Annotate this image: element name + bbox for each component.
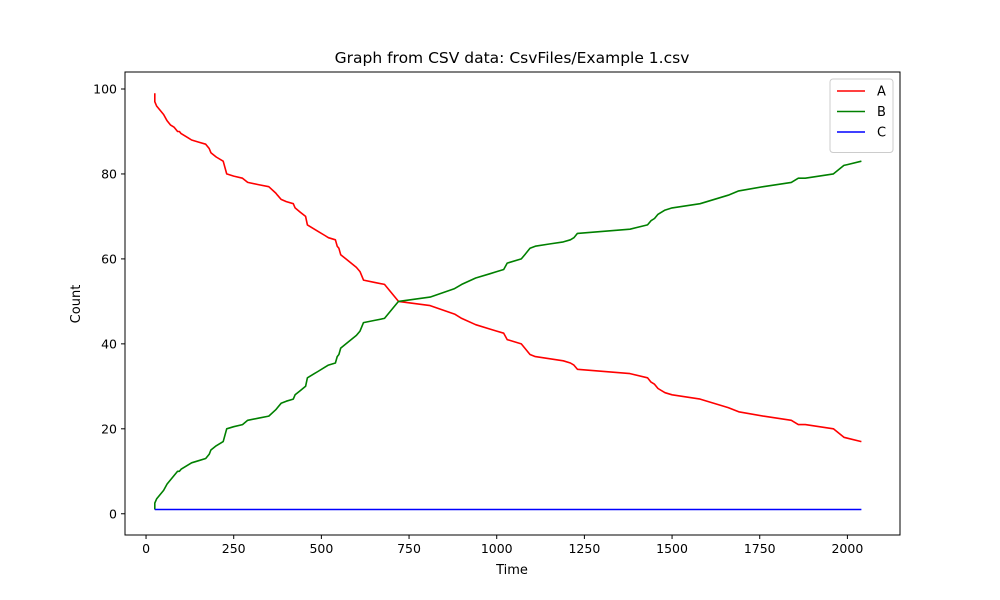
legend-label-b: B (877, 105, 886, 120)
x-tick-label: 1000 (481, 541, 513, 556)
x-tick-label: 1750 (744, 541, 776, 556)
series-line-a (154, 93, 862, 443)
y-tick-label: 40 (101, 336, 117, 351)
legend: ABC (829, 78, 894, 153)
y-tick-label: 0 (109, 506, 117, 521)
x-tick-label: 250 (222, 541, 246, 556)
x-tick-label: 750 (397, 541, 421, 556)
x-axis: 0 250 500 750 1000 1250 1500 1750 2000 (142, 535, 863, 556)
x-tick-label: 1250 (568, 541, 600, 556)
x-tick-label: 1500 (656, 541, 688, 556)
y-tick-label: 60 (101, 251, 117, 266)
y-axis-label: Count (69, 285, 84, 324)
y-tick-label: 20 (101, 421, 117, 436)
legend-label-c: C (877, 126, 886, 141)
y-tick-label: 80 (101, 166, 117, 181)
y-axis: 0 20 40 60 80 100 (93, 81, 125, 521)
x-axis-label: Time (495, 563, 528, 578)
x-tick-label: 0 (142, 541, 150, 556)
x-tick-label: 2000 (831, 541, 863, 556)
y-tick-label: 100 (93, 81, 117, 96)
plot-frame (124, 71, 901, 536)
x-tick-label: 500 (309, 541, 333, 556)
legend-label-a: A (877, 85, 886, 100)
series-line-b (154, 160, 862, 510)
legend-box (829, 78, 894, 153)
plot-area (154, 93, 862, 511)
chart-title: Graph from CSV data: CsvFiles/Example 1.… (335, 49, 690, 67)
